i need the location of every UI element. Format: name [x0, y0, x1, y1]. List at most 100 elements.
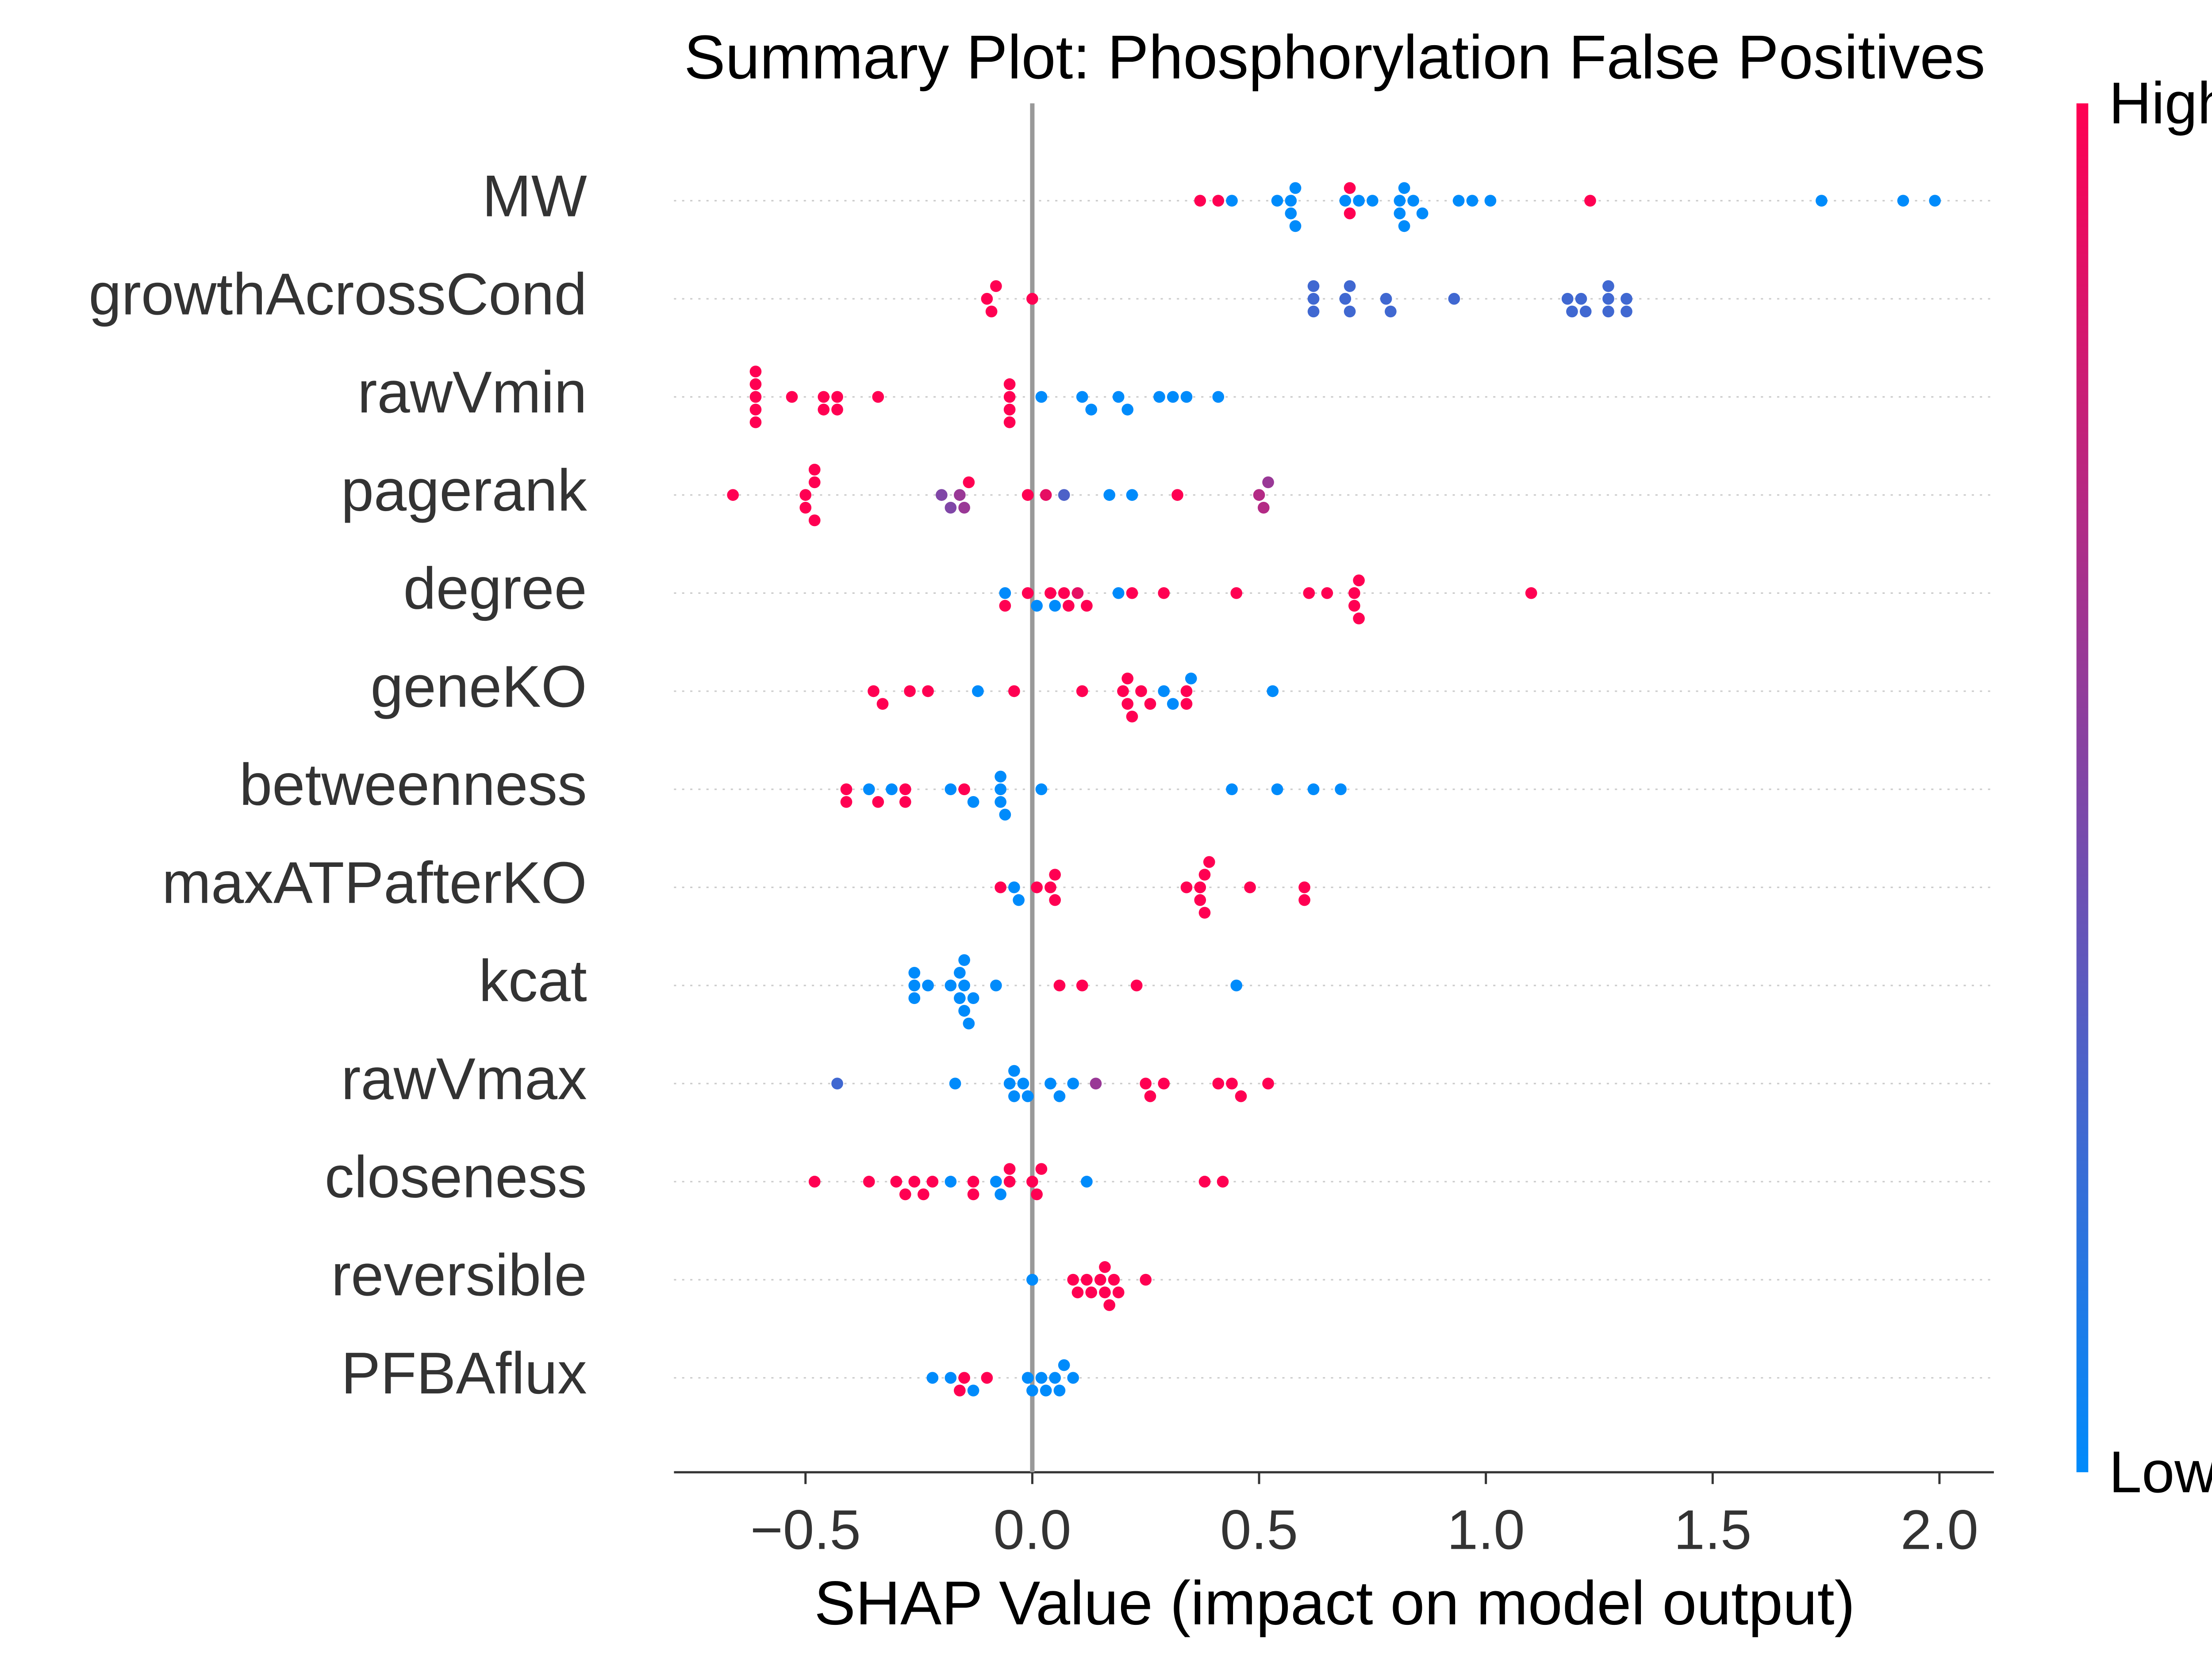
- dot: [954, 992, 966, 1004]
- dot: [1144, 1090, 1156, 1102]
- dot: [1303, 587, 1315, 599]
- dot: [1271, 783, 1283, 795]
- dot: [876, 698, 889, 710]
- dot: [1008, 881, 1020, 893]
- dot: [967, 1176, 979, 1188]
- dot: [1289, 182, 1302, 194]
- dot: [922, 685, 934, 697]
- dot: [1103, 1299, 1116, 1311]
- dot: [1194, 195, 1206, 207]
- dot: [890, 1176, 902, 1188]
- dot: [1579, 305, 1592, 318]
- dot: [958, 979, 970, 992]
- dot: [1063, 600, 1075, 612]
- dot: [995, 783, 1006, 795]
- dot: [749, 378, 762, 390]
- dot: [1398, 220, 1410, 232]
- dot: [1071, 587, 1084, 599]
- x-axis-label: SHAP Value (impact on model output): [814, 1568, 1855, 1638]
- dot: [868, 685, 879, 697]
- dot: [1180, 685, 1193, 697]
- dot: [1212, 1077, 1225, 1090]
- dot: [749, 404, 762, 416]
- dot: [1058, 1359, 1070, 1371]
- y-tick-label: kcat: [479, 948, 587, 1014]
- dot: [1344, 280, 1356, 292]
- dot: [1112, 1286, 1125, 1299]
- dot: [958, 954, 970, 966]
- dot: [1126, 587, 1138, 599]
- dot: [1112, 391, 1125, 403]
- dot: [872, 796, 884, 808]
- dot: [1298, 881, 1310, 893]
- dot: [1081, 600, 1093, 612]
- x-tick-label: 0.0: [993, 1498, 1071, 1561]
- dot: [1285, 207, 1297, 219]
- dot: [831, 1077, 843, 1090]
- dot: [1484, 195, 1497, 207]
- dot: [749, 366, 762, 377]
- dot: [840, 796, 853, 808]
- dot: [1053, 1385, 1066, 1397]
- dot: [886, 783, 898, 795]
- dot: [1416, 207, 1429, 219]
- y-tick-label: betweenness: [239, 752, 587, 818]
- y-tick-label: maxATPafterKO: [162, 850, 587, 916]
- dot: [904, 685, 916, 697]
- dot: [840, 783, 853, 795]
- dot: [1099, 1286, 1111, 1299]
- dot: [954, 967, 966, 979]
- dot: [1130, 979, 1143, 992]
- dot: [1230, 979, 1243, 992]
- dot: [1003, 1163, 1016, 1175]
- dot: [1180, 881, 1193, 893]
- dot: [1144, 698, 1156, 710]
- dot: [863, 783, 875, 795]
- dot: [990, 1176, 1002, 1188]
- colorbar: [2076, 103, 2089, 1473]
- dot: [949, 1077, 961, 1090]
- dot: [1117, 685, 1129, 697]
- dot: [1198, 869, 1211, 881]
- dot: [1339, 195, 1352, 207]
- dot: [1040, 1385, 1052, 1397]
- dot: [1085, 1286, 1098, 1299]
- dot: [1022, 587, 1034, 599]
- dot: [945, 783, 957, 795]
- dot: [1167, 391, 1179, 403]
- x-tick-label: 1.0: [1447, 1498, 1525, 1561]
- y-tick-label: growthAcrossCond: [88, 261, 587, 327]
- dot: [1198, 907, 1211, 919]
- dot: [1621, 292, 1632, 305]
- dot: [1307, 292, 1320, 305]
- dot: [1026, 292, 1038, 305]
- dot: [1067, 1372, 1079, 1384]
- dot: [1226, 1077, 1238, 1090]
- dot: [1071, 1286, 1084, 1299]
- dot: [1198, 1176, 1211, 1188]
- dot: [808, 463, 821, 476]
- dot: [1017, 1077, 1029, 1090]
- dot: [922, 979, 934, 992]
- dot: [1466, 195, 1479, 207]
- dot: [1348, 600, 1360, 612]
- dot: [831, 404, 843, 416]
- dot: [945, 979, 957, 992]
- dot: [985, 305, 998, 318]
- dot: [1348, 587, 1360, 599]
- dot: [818, 404, 830, 416]
- dot: [727, 489, 739, 501]
- dot: [1307, 280, 1320, 292]
- dot: [908, 967, 921, 979]
- dot: [1561, 292, 1574, 305]
- dot: [1525, 587, 1537, 599]
- dot: [1262, 476, 1274, 489]
- dot: [1158, 1077, 1170, 1090]
- dot: [1212, 391, 1225, 403]
- dot: [1230, 587, 1243, 599]
- y-tick-label: rawVmin: [357, 359, 587, 425]
- dot: [1031, 600, 1043, 612]
- y-tick-label: degree: [403, 556, 587, 622]
- dot: [1584, 195, 1596, 207]
